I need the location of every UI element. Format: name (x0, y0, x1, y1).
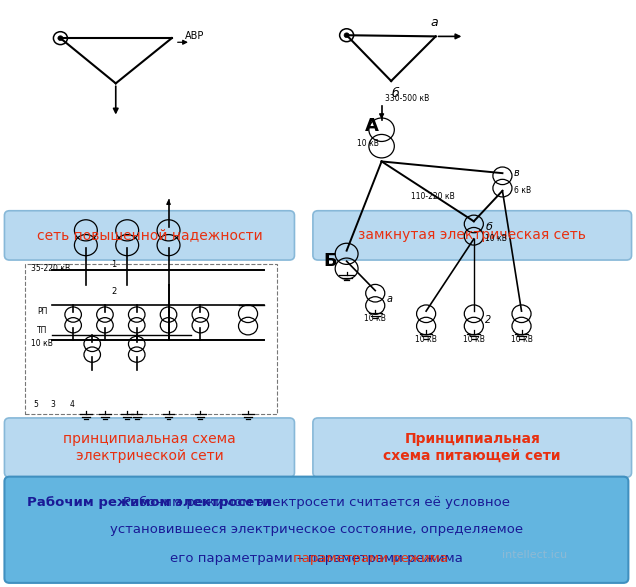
FancyBboxPatch shape (4, 211, 294, 260)
Text: 10 кВ: 10 кВ (463, 335, 485, 343)
Text: 10 кВ: 10 кВ (485, 234, 507, 244)
Text: Рабочим режимом электросети: Рабочим режимом электросети (27, 496, 272, 509)
FancyBboxPatch shape (4, 418, 294, 477)
Circle shape (344, 33, 349, 38)
Text: 4: 4 (69, 400, 74, 409)
Text: а: а (387, 294, 392, 305)
Text: принципиальная схема
электрической сети: принципиальная схема электрической сети (63, 432, 236, 463)
Text: замкнутая электрическая сеть: замкнутая электрическая сеть (358, 228, 586, 242)
Text: РП: РП (37, 307, 47, 316)
Text: 35-220 кВ: 35-220 кВ (31, 264, 70, 273)
Text: 10 кВ: 10 кВ (357, 139, 378, 149)
Text: 330-500 кВ: 330-500 кВ (385, 94, 429, 103)
Text: Б: Б (324, 252, 337, 270)
Text: 6 кВ: 6 кВ (514, 186, 531, 195)
Text: А: А (364, 117, 378, 135)
Text: 110-220 кВ: 110-220 кВ (411, 192, 454, 201)
FancyBboxPatch shape (4, 477, 628, 583)
Text: АВР: АВР (185, 31, 204, 41)
Text: 2: 2 (485, 315, 492, 325)
FancyBboxPatch shape (313, 211, 632, 260)
Text: параметрами режима: параметрами режима (293, 552, 448, 565)
Text: ТП: ТП (37, 326, 47, 335)
Text: установившееся электрическое состояние, определяемое: установившееся электрическое состояние, … (110, 523, 523, 537)
Text: 3: 3 (50, 400, 55, 409)
Text: Принципиальная
схема питающей сети: Принципиальная схема питающей сети (384, 432, 561, 463)
Circle shape (58, 36, 63, 41)
Text: сеть повышенной надежности: сеть повышенной надежности (37, 228, 262, 242)
Text: в: в (514, 168, 520, 178)
Text: б: б (392, 87, 399, 100)
FancyBboxPatch shape (313, 418, 632, 477)
Text: его параметрами – параметрами режима: его параметрами – параметрами режима (170, 552, 463, 565)
Text: 5: 5 (33, 400, 38, 409)
Text: 10 кВ: 10 кВ (511, 335, 532, 343)
Text: 10 кВ: 10 кВ (364, 314, 386, 323)
Text: б: б (485, 222, 492, 232)
Text: 1: 1 (111, 260, 116, 269)
Text: intellect.icu: intellect.icu (502, 549, 567, 560)
Text: 10 кВ: 10 кВ (31, 339, 52, 348)
Text: 2: 2 (111, 288, 116, 296)
Text: а: а (431, 16, 438, 29)
Text: Рабочим режимом электросети считается её условное: Рабочим режимом электросети считается её… (123, 496, 510, 509)
Text: 10 кВ: 10 кВ (415, 335, 437, 343)
